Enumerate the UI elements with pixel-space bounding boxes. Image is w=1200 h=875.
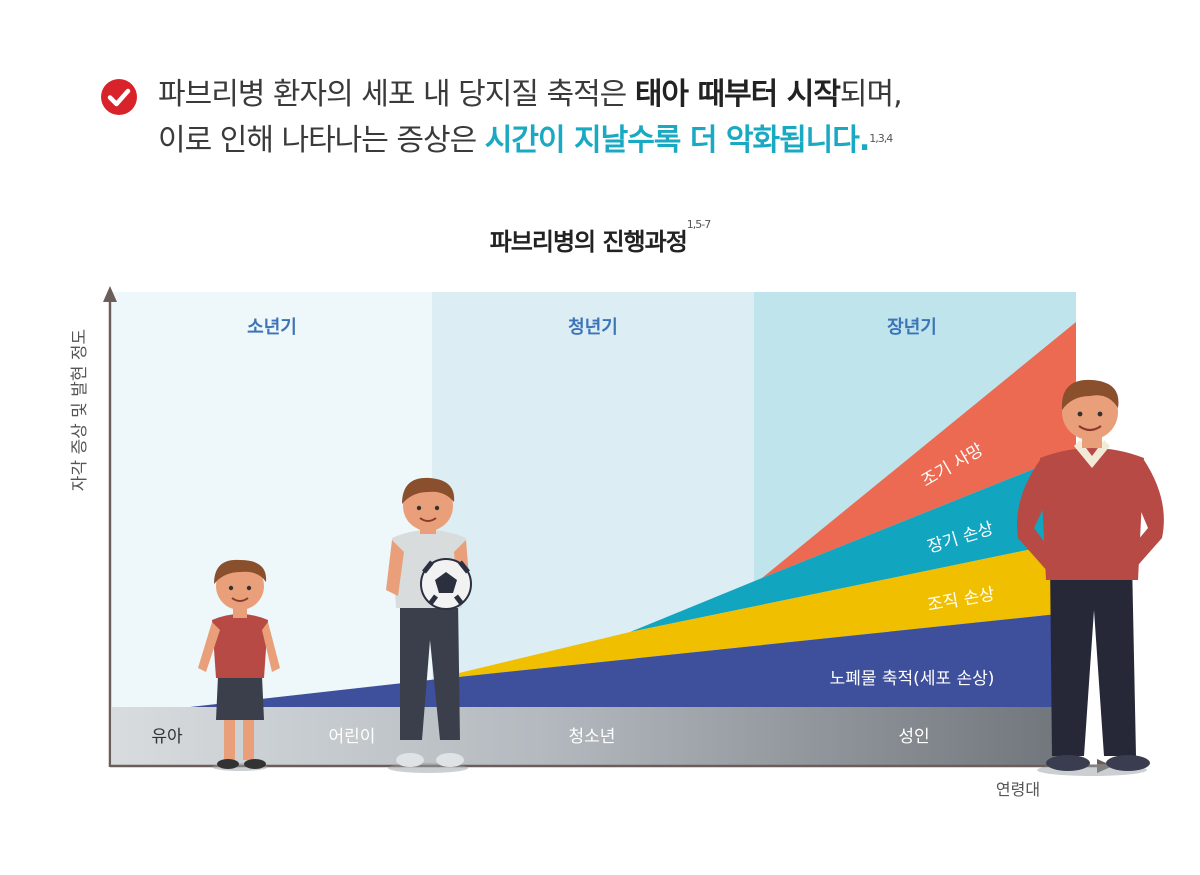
headline: 파브리병 환자의 세포 내 당지질 축적은 태아 때부터 시작되며, 이로 인해…: [100, 72, 903, 164]
chart-title: 파브리병의 진행과정1,5-7: [489, 218, 712, 256]
phase-label-2: 청년기: [568, 317, 618, 338]
adult-illustration: [1016, 379, 1164, 776]
age-label-adult: 성인: [898, 727, 929, 747]
child-small-illustration: [198, 559, 280, 771]
series-label-waste-accumulation: 노폐물 축적(세포 손상): [830, 669, 995, 689]
series-tissue-damage: [430, 540, 1076, 680]
age-label-child: 어린이: [329, 727, 376, 747]
phase-label-1: 소년기: [247, 317, 297, 338]
check-circle-icon: [101, 79, 137, 115]
y-axis-arrow-icon: [103, 286, 117, 302]
series-organ-damage: [630, 452, 1076, 632]
chart-title-reference: 1,5-7: [686, 218, 711, 231]
phase-label-3: 장년기: [887, 317, 937, 338]
series-early-death: [762, 322, 1076, 578]
y-axis-label: 자각 증상 및 발현 정도: [70, 329, 90, 491]
headline-reference: 1,3,4: [869, 132, 893, 145]
age-label-teen: 청소년: [569, 727, 616, 747]
headline-line-1: 파브리병 환자의 세포 내 당지질 축적은 태아 때부터 시작되며,: [158, 77, 903, 112]
headline-line-2: 이로 인해 나타나는 증상은 시간이 지날수록 더 악화됩니다.1,3,4: [158, 123, 893, 158]
age-group-bar: [112, 707, 1076, 765]
x-axis-label: 연령대: [996, 780, 1040, 799]
teen-illustration: [386, 477, 472, 773]
age-label-infant: 유아: [151, 727, 183, 747]
